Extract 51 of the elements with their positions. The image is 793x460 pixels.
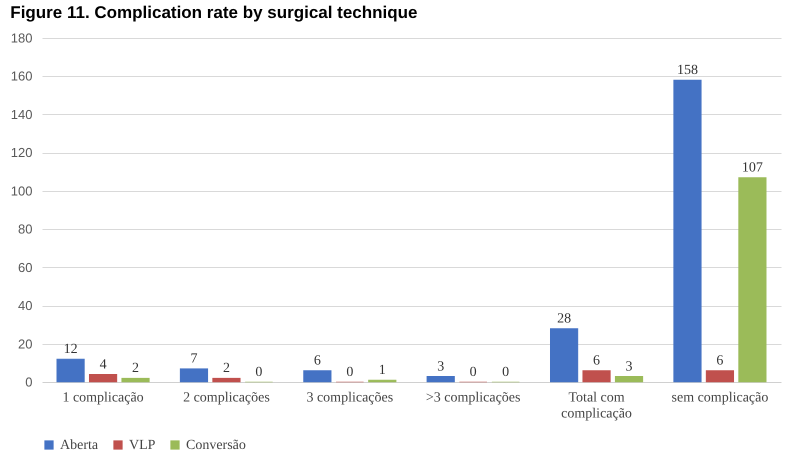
- data-label: 6: [314, 354, 321, 369]
- bar: [706, 370, 734, 382]
- bar: [614, 376, 644, 382]
- bar: [121, 378, 150, 382]
- legend-label: Aberta: [60, 438, 99, 453]
- data-label: 2: [222, 361, 230, 376]
- x-tick-label: Total com complicação: [561, 390, 632, 422]
- bar: [212, 378, 241, 382]
- bar: [56, 358, 85, 382]
- data-label: 6: [593, 354, 600, 369]
- bar: [88, 374, 118, 382]
- y-tick-label: 60: [18, 260, 32, 275]
- y-tick-label: 140: [10, 106, 32, 122]
- legend-label: Conversão: [186, 438, 246, 453]
- data-label: 158: [676, 63, 698, 78]
- bar: [550, 328, 578, 382]
- bar: [673, 80, 702, 382]
- chart-title: Figure 11. Complication rate by surgical technique: [10, 3, 418, 22]
- data-label: 107: [742, 160, 763, 176]
- x-tick-label: 1 complicação: [62, 390, 144, 406]
- data-label: 0: [470, 365, 477, 380]
- x-tick-label: sem complicação: [672, 390, 768, 406]
- data-label: 12: [64, 342, 78, 358]
- y-tick-label: 100: [10, 183, 32, 198]
- x-tick-label: 3 complicações: [306, 390, 394, 406]
- data-label: 0: [346, 365, 354, 380]
- data-label: 3: [626, 359, 633, 374]
- y-tick-label: 120: [10, 145, 32, 160]
- data-label: 28: [557, 311, 572, 326]
- bar: [303, 370, 332, 382]
- data-label: 3: [437, 359, 444, 374]
- data-label: 7: [190, 352, 198, 367]
- data-label: 4: [100, 357, 107, 372]
- y-tick-label: 160: [10, 68, 32, 84]
- bar: [738, 177, 766, 382]
- data-label: 0: [502, 365, 510, 380]
- y-tick-label: 20: [18, 336, 32, 352]
- y-tick-label: 0: [25, 374, 32, 390]
- y-tick-label: 40: [18, 298, 32, 314]
- legend-label: VLP: [129, 438, 156, 453]
- y-tick-label: 80: [18, 222, 32, 237]
- data-label: 6: [716, 354, 724, 369]
- x-tick-label: >3 complicações: [426, 390, 520, 406]
- y-tick-label: 180: [10, 30, 32, 46]
- bar: [180, 368, 208, 382]
- data-label: 2: [132, 361, 140, 376]
- bar: [426, 376, 455, 382]
- bar: [582, 370, 611, 382]
- data-label: 0: [255, 365, 262, 380]
- data-label: 1: [378, 363, 386, 378]
- x-tick-label: 2 complicações: [183, 390, 270, 406]
